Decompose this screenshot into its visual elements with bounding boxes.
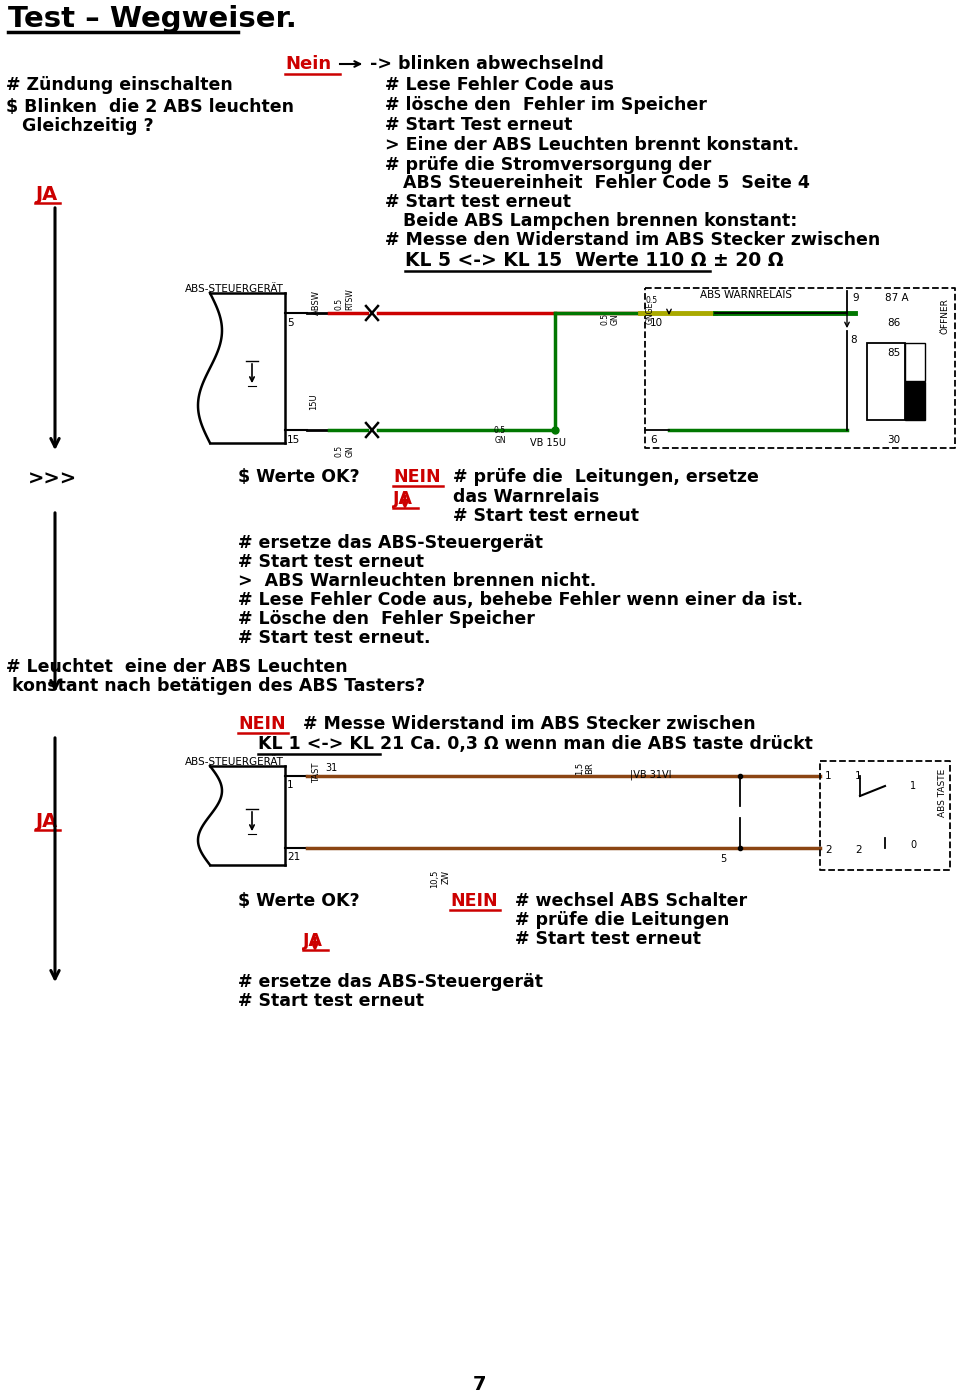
Text: das Warnrelais: das Warnrelais bbox=[453, 488, 599, 506]
Text: NEIN: NEIN bbox=[393, 468, 441, 486]
Text: JA: JA bbox=[303, 933, 323, 949]
Text: # Zündung einschalten: # Zündung einschalten bbox=[6, 76, 232, 95]
Text: 1: 1 bbox=[825, 771, 831, 781]
Text: # Start Test erneut: # Start Test erneut bbox=[385, 115, 572, 133]
Text: KL 5 <-> KL 15  Werte 110 Ω ± 20 Ω: KL 5 <-> KL 15 Werte 110 Ω ± 20 Ω bbox=[405, 252, 783, 270]
Text: 5: 5 bbox=[287, 318, 294, 328]
Text: 1: 1 bbox=[855, 771, 862, 781]
Text: 0.5
GN: 0.5 GN bbox=[494, 425, 506, 445]
Text: # Lösche den  Fehler Speicher: # Lösche den Fehler Speicher bbox=[238, 610, 535, 628]
Text: 0.5: 0.5 bbox=[646, 296, 659, 304]
Text: 15: 15 bbox=[287, 435, 300, 445]
Text: JA: JA bbox=[393, 491, 413, 507]
Text: JA: JA bbox=[35, 812, 58, 831]
Text: # Start test erneut: # Start test erneut bbox=[238, 992, 424, 1011]
Text: 9: 9 bbox=[852, 293, 858, 303]
Text: 1,5: 1,5 bbox=[575, 762, 584, 776]
Text: 21: 21 bbox=[287, 852, 300, 862]
Text: 5: 5 bbox=[720, 853, 727, 865]
Text: # Start test erneut: # Start test erneut bbox=[453, 507, 639, 525]
Text: 0: 0 bbox=[910, 840, 916, 851]
Text: 86: 86 bbox=[887, 318, 900, 328]
Text: 30: 30 bbox=[887, 435, 900, 445]
Text: NEIN: NEIN bbox=[450, 892, 497, 910]
Text: $ Blinken  die 2 ABS leuchten: $ Blinken die 2 ABS leuchten bbox=[6, 99, 294, 115]
Text: ABS Steuereinheit  Fehler Code 5  Seite 4: ABS Steuereinheit Fehler Code 5 Seite 4 bbox=[403, 174, 810, 192]
Text: konstant nach betätigen des ABS Tasters?: konstant nach betätigen des ABS Tasters? bbox=[6, 677, 425, 695]
Text: TAST: TAST bbox=[312, 763, 321, 784]
Text: GNGE: GNGE bbox=[646, 302, 655, 324]
Text: $ Werte OK?: $ Werte OK? bbox=[238, 892, 360, 910]
Text: VB 15U: VB 15U bbox=[530, 438, 566, 448]
Text: BR: BR bbox=[585, 762, 594, 774]
Text: 1: 1 bbox=[287, 780, 294, 790]
Text: # prüfe die  Leitungen, ersetze: # prüfe die Leitungen, ersetze bbox=[453, 468, 758, 486]
Text: # Start test erneut: # Start test erneut bbox=[385, 193, 571, 211]
Text: ABS-STEUERGERÄT: ABS-STEUERGERÄT bbox=[185, 758, 284, 767]
Text: ÖFFNER: ÖFFNER bbox=[940, 297, 949, 334]
Text: |VB 31VI: |VB 31VI bbox=[630, 770, 671, 781]
Text: 0.5
RTSW: 0.5 RTSW bbox=[335, 288, 354, 310]
Text: # Start test erneut.: # Start test erneut. bbox=[238, 630, 430, 646]
Text: KL 1 <-> KL 21 Ca. 0,3 Ω wenn man die ABS taste drückt: KL 1 <-> KL 21 Ca. 0,3 Ω wenn man die AB… bbox=[258, 735, 813, 753]
Text: >  ABS Warnleuchten brennen nicht.: > ABS Warnleuchten brennen nicht. bbox=[238, 573, 596, 589]
Text: ABS WARNRELAIS: ABS WARNRELAIS bbox=[700, 291, 792, 300]
Text: 2: 2 bbox=[855, 845, 862, 855]
Text: 10: 10 bbox=[650, 318, 663, 328]
Text: ABS-STEUERGERÄT: ABS-STEUERGERÄT bbox=[185, 284, 284, 295]
Text: 8: 8 bbox=[850, 335, 856, 345]
Text: 15U: 15U bbox=[309, 393, 318, 410]
Text: # Start test erneut: # Start test erneut bbox=[238, 553, 424, 571]
Text: Beide ABS Lampchen brennen konstant:: Beide ABS Lampchen brennen konstant: bbox=[403, 213, 798, 229]
Text: 1: 1 bbox=[910, 781, 916, 791]
Text: >>>: >>> bbox=[28, 470, 77, 489]
Text: # ersetze das ABS-Steuergerät: # ersetze das ABS-Steuergerät bbox=[238, 534, 543, 552]
Text: Gleichzeitig ?: Gleichzeitig ? bbox=[22, 117, 154, 135]
Text: JA: JA bbox=[35, 185, 58, 204]
Text: Test – Wegweiser.: Test – Wegweiser. bbox=[8, 6, 297, 33]
Text: NEIN: NEIN bbox=[238, 714, 286, 733]
Text: 10,5: 10,5 bbox=[430, 870, 439, 888]
Text: # Leuchtet  eine der ABS Leuchten: # Leuchtet eine der ABS Leuchten bbox=[6, 657, 348, 676]
Text: > Eine der ABS Leuchten brennt konstant.: > Eine der ABS Leuchten brennt konstant. bbox=[385, 136, 799, 154]
Bar bbox=[905, 382, 925, 420]
Text: 31: 31 bbox=[325, 763, 337, 773]
Text: # Lese Fehler Code aus: # Lese Fehler Code aus bbox=[385, 76, 614, 95]
Text: # Messe den Widerstand im ABS Stecker zwischen: # Messe den Widerstand im ABS Stecker zw… bbox=[385, 231, 880, 249]
Text: Nein: Nein bbox=[285, 56, 331, 74]
Text: # Start test erneut: # Start test erneut bbox=[515, 930, 701, 948]
Text: 2: 2 bbox=[825, 845, 831, 855]
Text: 0.5
GN: 0.5 GN bbox=[335, 445, 354, 457]
Text: # lösche den  Fehler im Speicher: # lösche den Fehler im Speicher bbox=[385, 96, 707, 114]
Text: 7: 7 bbox=[473, 1375, 487, 1390]
Bar bbox=[867, 343, 905, 420]
Text: -> blinken abwechselnd: -> blinken abwechselnd bbox=[370, 56, 604, 74]
Text: $ Werte OK?: $ Werte OK? bbox=[238, 468, 360, 486]
Text: 0.5
GN: 0.5 GN bbox=[600, 313, 620, 325]
Text: ABSW: ABSW bbox=[312, 291, 321, 316]
Bar bbox=[905, 343, 925, 381]
Text: ABS TASTE: ABS TASTE bbox=[938, 769, 947, 817]
Text: # Messe Widerstand im ABS Stecker zwischen: # Messe Widerstand im ABS Stecker zwisch… bbox=[303, 714, 756, 733]
Text: 6: 6 bbox=[650, 435, 657, 445]
Text: # prüfe die Leitungen: # prüfe die Leitungen bbox=[515, 910, 730, 929]
Text: ZW: ZW bbox=[442, 870, 451, 884]
Text: # ersetze das ABS-Steuergerät: # ersetze das ABS-Steuergerät bbox=[238, 973, 543, 991]
Text: # wechsel ABS Schalter: # wechsel ABS Schalter bbox=[515, 892, 747, 910]
Text: 85: 85 bbox=[887, 348, 900, 359]
Text: 87 A: 87 A bbox=[885, 293, 908, 303]
Text: # prüfe die Stromversorgung der: # prüfe die Stromversorgung der bbox=[385, 156, 711, 174]
Text: # Lese Fehler Code aus, behebe Fehler wenn einer da ist.: # Lese Fehler Code aus, behebe Fehler we… bbox=[238, 591, 803, 609]
